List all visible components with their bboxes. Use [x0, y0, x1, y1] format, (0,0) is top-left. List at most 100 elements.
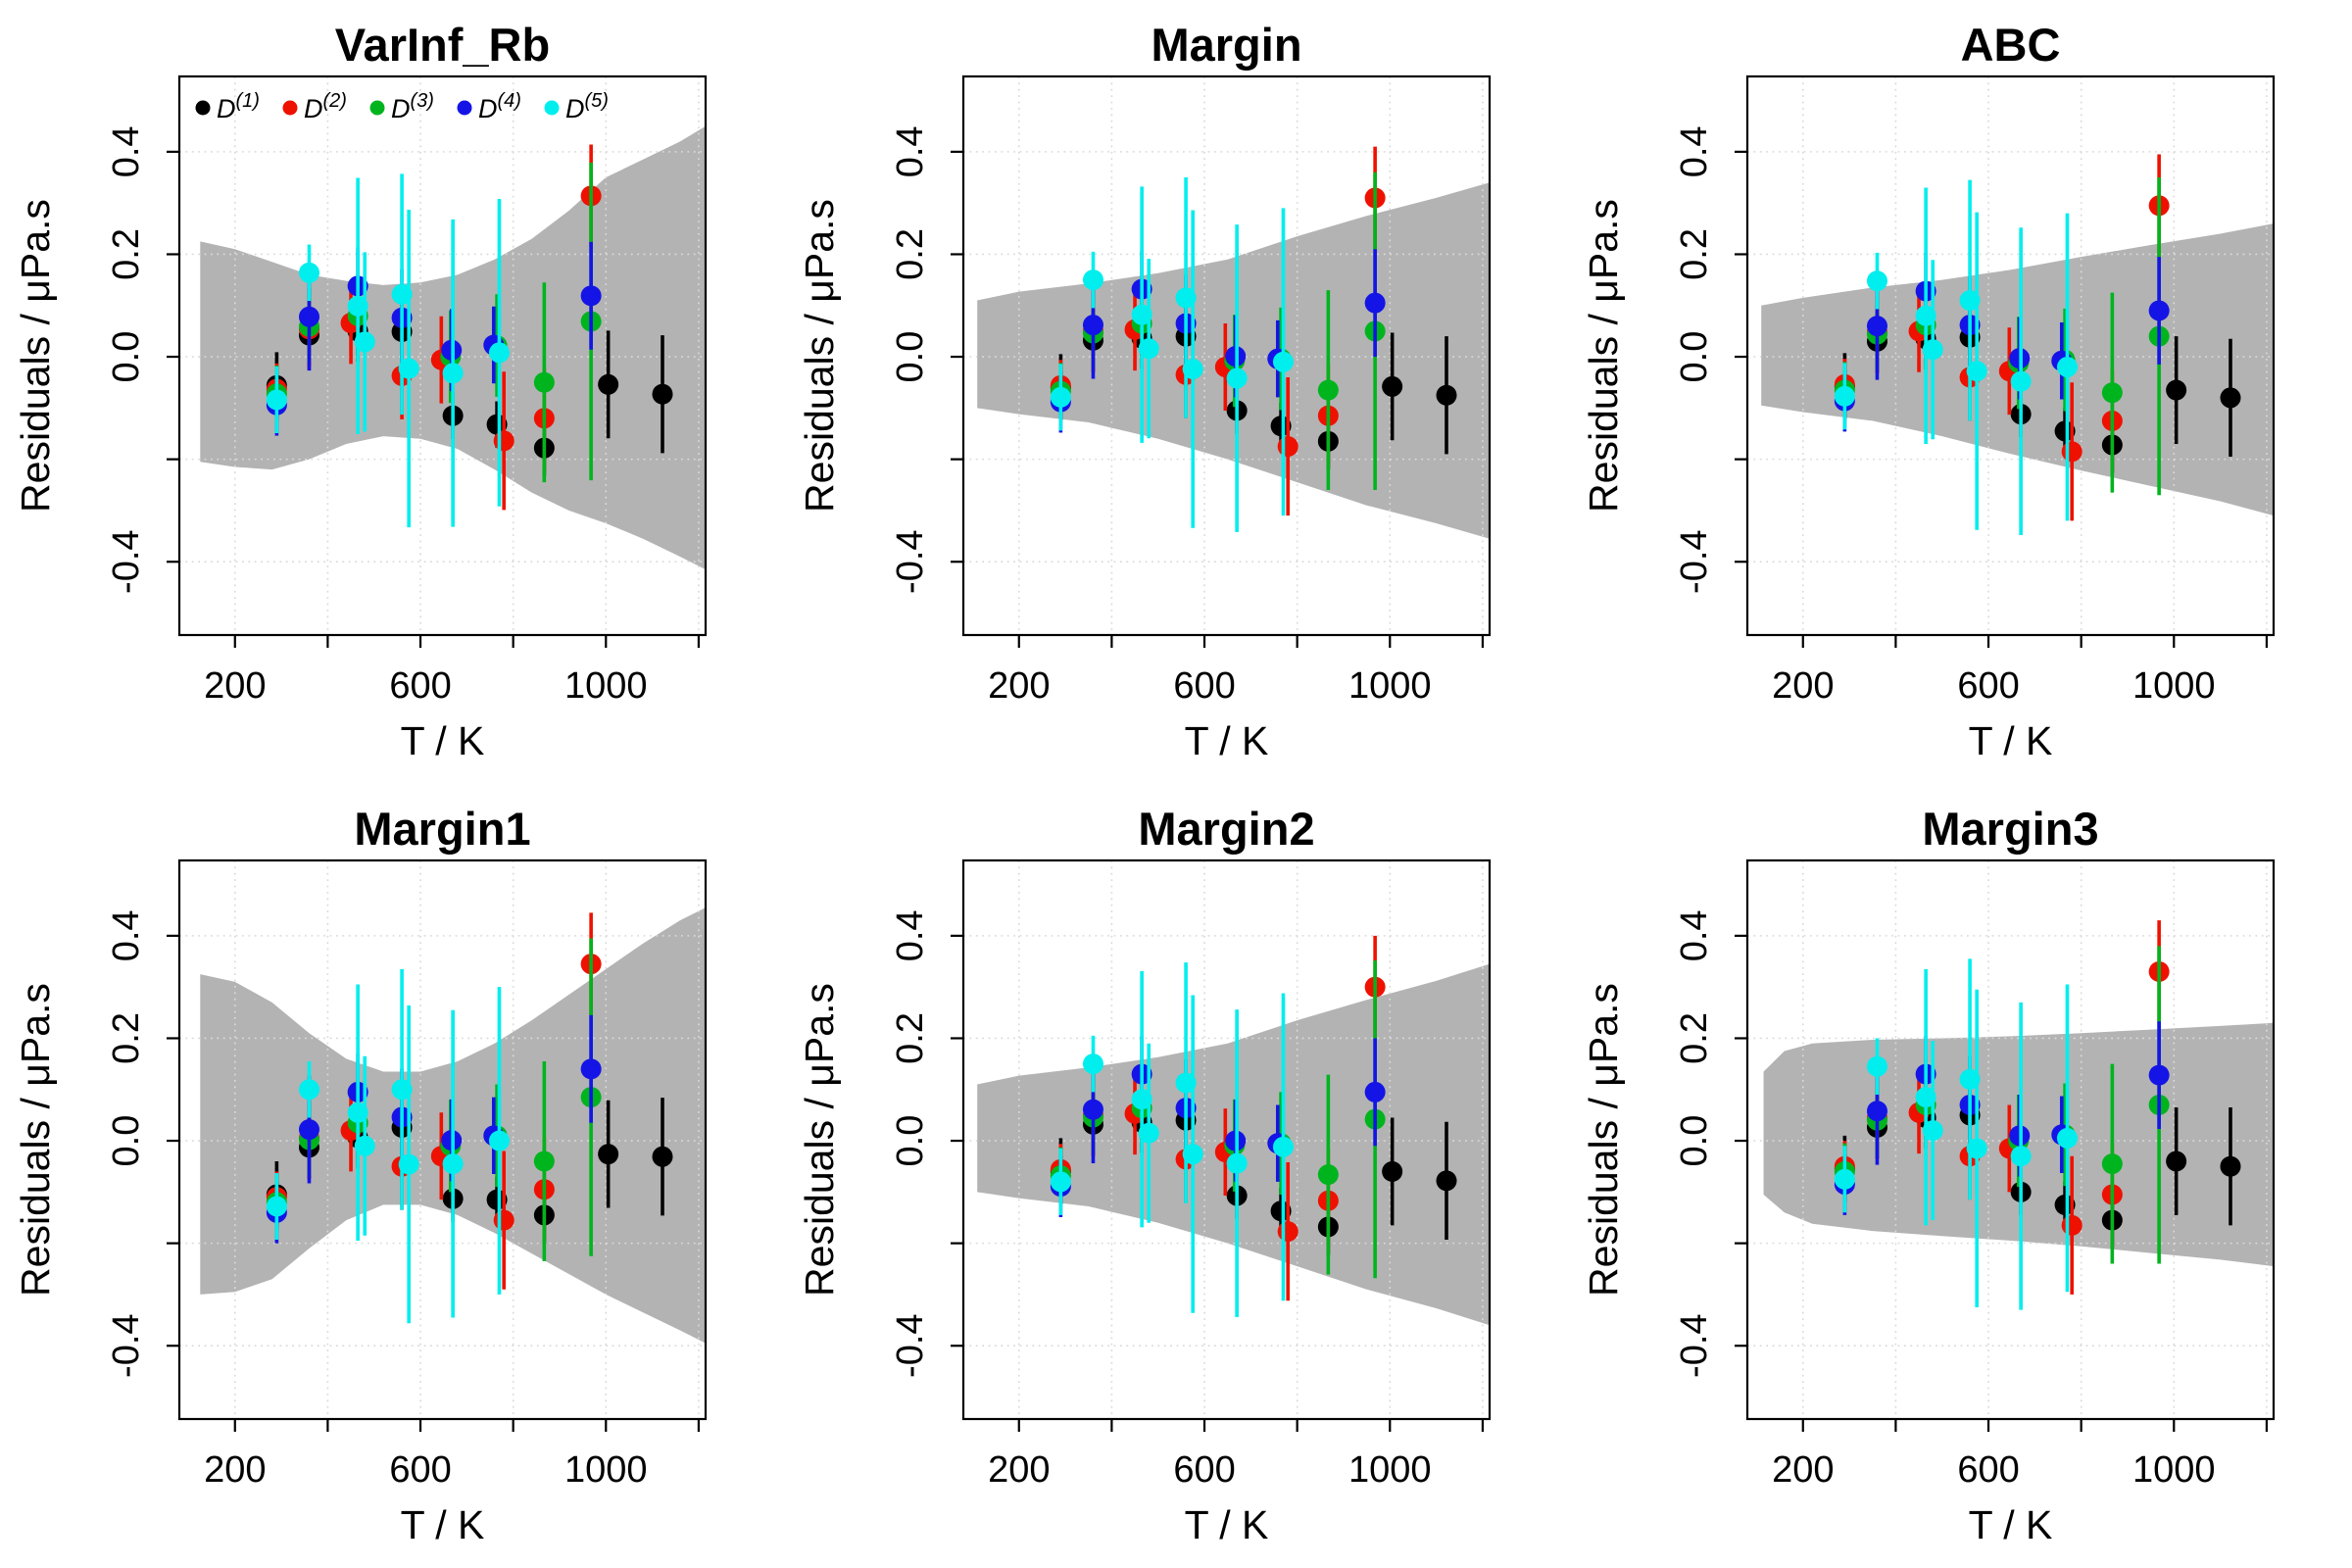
- data-point: [2166, 1151, 2187, 1172]
- data-point: [1922, 1120, 1943, 1142]
- x-tick-label: 200: [204, 1449, 266, 1491]
- data-point: [2148, 300, 2170, 321]
- y-tick-label: 0.0: [890, 331, 931, 383]
- data-point: [1866, 316, 1887, 337]
- legend-marker-blue: [457, 100, 472, 116]
- data-point: [1131, 304, 1152, 325]
- panel-title: VarInf_Rb: [335, 19, 550, 71]
- legend-marker-black: [195, 100, 211, 116]
- panel-cell-1: 200 600 1000 0.4 0.2 0.0 -0.4 Margin T / K Residu…: [784, 0, 1568, 784]
- data-point: [1050, 386, 1071, 408]
- data-point: [1317, 379, 1339, 401]
- data-point: [347, 295, 368, 317]
- series-D(5): [1050, 962, 1294, 1317]
- x-tick-label: 200: [988, 665, 1050, 707]
- x-axis-label: T / K: [1185, 718, 1269, 763]
- data-point: [1966, 1138, 1987, 1159]
- legend-marker-green: [369, 100, 385, 116]
- panel-cell-5: 200 600 1000 0.4 0.2 0.0 -0.4 Margin3 T / K Resid…: [1568, 784, 2352, 1568]
- legend-marker-cyan: [544, 100, 560, 116]
- axes: 200 600 1000 0.4 0.2 0.0 -0.4: [890, 909, 1485, 1491]
- data-point: [1138, 1122, 1159, 1144]
- y-tick-label: 0.0: [890, 1115, 931, 1167]
- x-tick-label: 200: [1772, 665, 1834, 707]
- data-point: [354, 1135, 375, 1156]
- y-tick-label: -0.4: [106, 1313, 147, 1377]
- data-point: [298, 1119, 319, 1141]
- data-point: [493, 1209, 514, 1231]
- x-axis-label: T / K: [1185, 1502, 1269, 1547]
- legend-label: D(5): [565, 90, 609, 123]
- data-point: [533, 371, 555, 393]
- data-point: [1834, 1168, 1855, 1190]
- y-tick-label: -0.4: [1674, 1313, 1715, 1377]
- panel-Margin2: 200 600 1000 0.4 0.2 0.0 -0.4 Margin2 T / K Resid…: [797, 803, 1492, 1547]
- panel-title: Margin: [1151, 19, 1301, 71]
- series-D(5): [1834, 179, 2078, 536]
- x-tick-label: 1000: [564, 665, 648, 707]
- data-point: [1272, 351, 1294, 372]
- panel-title: Margin3: [1922, 803, 2098, 855]
- data-point: [488, 342, 510, 364]
- data-point: [266, 1196, 287, 1217]
- x-tick-label: 1000: [1348, 1449, 1432, 1491]
- data-point: [298, 262, 319, 283]
- x-tick-label: 600: [389, 1449, 451, 1491]
- panel-Margin3: 200 600 1000 0.4 0.2 0.0 -0.4 Margin3 T / K Resid…: [1581, 803, 2276, 1547]
- panel-ABC: 200 600 1000 0.4 0.2 0.0 -0.4 ABC T / K Residuals…: [1581, 19, 2276, 763]
- axes: 200 600 1000 0.4 0.2 0.0 -0.4: [1674, 909, 2269, 1491]
- x-tick-label: 1000: [2132, 1449, 2216, 1491]
- x-tick-label: 600: [1957, 665, 2019, 707]
- data-point: [2056, 1127, 2078, 1149]
- data-point: [488, 1130, 510, 1152]
- data-point: [493, 430, 514, 452]
- data-point: [580, 285, 602, 307]
- data-point: [1959, 1068, 1981, 1090]
- x-tick-label: 1000: [1348, 665, 1432, 707]
- y-axis-label: Residuals / μPa.s: [1581, 199, 1626, 513]
- y-tick-label: -0.4: [106, 529, 147, 593]
- panel-Margin1: 200 600 1000 0.4 0.2 0.0 -0.4 Margin1 T / K Resid…: [13, 803, 708, 1547]
- data-point: [298, 306, 319, 327]
- data-point: [391, 1079, 413, 1101]
- data-point: [1277, 436, 1298, 458]
- y-axis-label: Residuals / μPa.s: [797, 983, 842, 1297]
- series-D(5): [1834, 958, 2078, 1310]
- data-point: [1277, 1221, 1298, 1243]
- x-tick-label: 200: [988, 1449, 1050, 1491]
- data-point: [2166, 379, 2187, 401]
- y-tick-label: -0.4: [890, 529, 931, 593]
- data-point: [347, 1102, 368, 1123]
- data-point: [2061, 1214, 2082, 1236]
- data-point: [2010, 1146, 2032, 1167]
- data-point: [1175, 1072, 1197, 1094]
- x-tick-label: 600: [389, 665, 451, 707]
- panel-cell-4: 200 600 1000 0.4 0.2 0.0 -0.4 Margin2 T / K Resid…: [784, 784, 1568, 1568]
- data-point: [1082, 1099, 1103, 1120]
- x-axis-label: T / K: [1969, 1502, 2053, 1547]
- panel-title: ABC: [1961, 19, 2061, 71]
- data-point: [1175, 287, 1197, 309]
- axes: 200 600 1000 0.4 0.2 0.0 -0.4: [1674, 125, 2269, 707]
- data-point: [442, 363, 464, 384]
- data-point: [1866, 1101, 1887, 1122]
- data-point: [1138, 338, 1159, 360]
- data-point: [1226, 368, 1248, 389]
- data-point: [2010, 370, 2032, 392]
- data-point: [1915, 1087, 1936, 1108]
- legend-label: D(1): [217, 90, 260, 123]
- y-axis-label: Residuals / μPa.s: [1581, 983, 1626, 1297]
- gridlines: [963, 76, 1490, 635]
- x-tick-label: 1000: [564, 1449, 648, 1491]
- panel-VarInf_Rb: 200 600 1000 0.4 0.2 0.0 -0.4 VarInf_Rb T / K Res…: [13, 19, 708, 763]
- y-tick-label: 0.0: [106, 1115, 147, 1167]
- data-point: [2054, 1194, 2076, 1215]
- data-point: [1834, 385, 1855, 407]
- y-axis-label: Residuals / μPa.s: [13, 199, 58, 513]
- y-tick-label: 0.2: [1674, 228, 1715, 280]
- data-point: [1866, 1055, 1887, 1077]
- y-tick-label: 0.4: [1674, 125, 1715, 177]
- data-point: [598, 373, 619, 395]
- data-point: [1866, 270, 1887, 292]
